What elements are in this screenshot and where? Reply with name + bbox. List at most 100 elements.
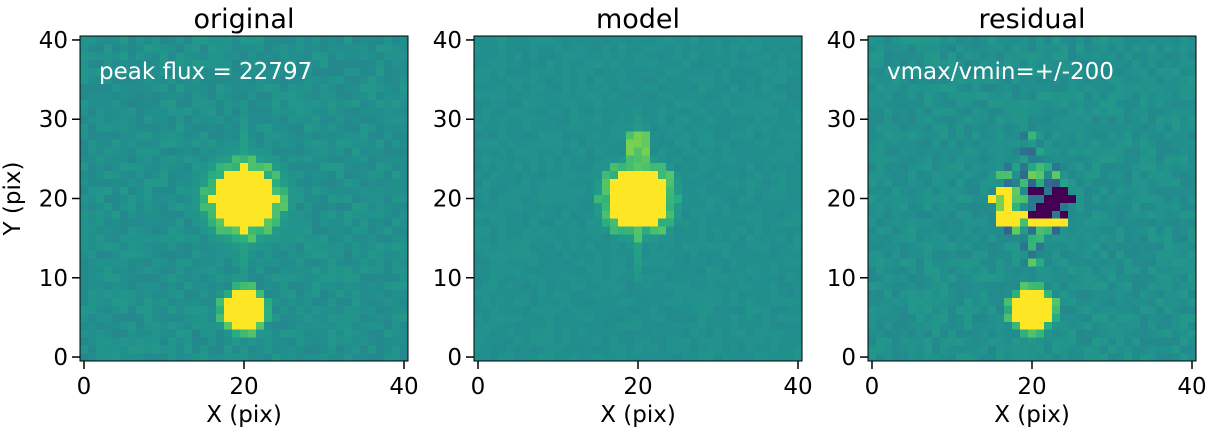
heatmap-cell [762, 353, 771, 362]
heatmap-cell [208, 139, 217, 148]
heatmap-cell [360, 297, 369, 306]
heatmap-cell [400, 123, 409, 132]
heatmap-cell [658, 91, 667, 100]
heatmap-cell [682, 170, 691, 180]
heatmap-cell [650, 146, 659, 156]
heatmap-cell [980, 257, 989, 267]
heatmap-cell [1004, 170, 1013, 180]
heatmap-cell [610, 91, 619, 100]
heatmap-cell [980, 321, 989, 330]
heatmap-cell [972, 289, 981, 298]
heatmap-cell [208, 75, 217, 84]
heatmap-cell [120, 67, 129, 77]
heatmap-cell [1156, 91, 1165, 100]
heatmap-cell [128, 115, 137, 124]
heatmap-cell [136, 313, 145, 322]
heatmap-cell [1084, 321, 1093, 330]
heatmap-cell [634, 75, 643, 84]
heatmap-cell [112, 321, 121, 330]
heatmap-cell [120, 345, 129, 354]
heatmap-cell [168, 83, 177, 92]
heatmap-cell [344, 242, 353, 251]
heatmap-cell [714, 67, 723, 77]
heatmap-cell [400, 162, 409, 172]
heatmap-cell [522, 186, 531, 195]
heatmap-cell [1164, 226, 1173, 235]
heatmap-cell [666, 257, 675, 267]
heatmap-cell [972, 226, 981, 235]
heatmap-cell [988, 115, 997, 124]
heatmap-cell [176, 321, 185, 330]
heatmap-cell [514, 43, 523, 53]
heatmap-cell [610, 345, 619, 354]
heatmap-cell [594, 337, 603, 346]
heatmap-cell [336, 289, 345, 298]
heatmap-cell [1004, 67, 1013, 77]
heatmap-cell [1100, 202, 1109, 211]
heatmap-cell [948, 115, 957, 124]
heatmap-cell [778, 178, 787, 188]
heatmap-cell [200, 154, 209, 164]
heatmap-cell [1108, 210, 1117, 219]
heatmap-cell [794, 43, 803, 53]
heatmap-cell [312, 43, 321, 53]
heatmap-cell [602, 36, 611, 45]
heatmap-cell [1068, 337, 1077, 346]
y-axis-label: Y (pix) [0, 162, 26, 237]
heatmap-cell [634, 337, 643, 346]
heatmap-cell [272, 210, 281, 219]
heatmap-cell [892, 297, 901, 306]
heatmap-cell [626, 194, 635, 203]
heatmap-cell [578, 353, 587, 362]
heatmap-cell [714, 273, 723, 283]
heatmap-cell [730, 131, 739, 140]
heatmap-cell [1148, 107, 1157, 116]
heatmap-cell [1116, 337, 1125, 346]
heatmap-cell [368, 273, 377, 283]
heatmap-cell [1164, 170, 1173, 180]
heatmap-cell [352, 91, 361, 100]
heatmap-cell [940, 194, 949, 203]
heatmap-cell [376, 123, 385, 132]
heatmap-cell [1044, 297, 1053, 306]
heatmap-cell [498, 353, 507, 362]
heatmap-cell [1092, 313, 1101, 322]
heatmap-cell [1124, 99, 1133, 108]
heatmap-cell [522, 257, 531, 267]
heatmap-cell [360, 281, 369, 291]
heatmap-cell [1108, 59, 1117, 69]
heatmap-cell [240, 305, 249, 314]
heatmap-cell [778, 281, 787, 291]
heatmap-cell [794, 273, 803, 283]
heatmap-cell [400, 186, 409, 195]
heatmap-cell [538, 139, 547, 148]
heatmap-cell [730, 99, 739, 108]
heatmap-cell [546, 123, 555, 132]
heatmap-cell [778, 154, 787, 164]
heatmap-cell [554, 99, 563, 108]
heatmap-cell [272, 91, 281, 100]
heatmap-cell [1028, 257, 1037, 267]
heatmap-cell [682, 154, 691, 164]
heatmap-cell [514, 289, 523, 298]
heatmap-cell [762, 345, 771, 354]
heatmap-cell [216, 115, 225, 124]
heatmap-cell [916, 154, 925, 164]
heatmap-cell [1124, 273, 1133, 283]
heatmap-cell [1156, 250, 1165, 259]
heatmap-cell [1036, 178, 1045, 188]
heatmap-cell [288, 353, 297, 362]
heatmap-cell [586, 345, 595, 354]
heatmap-cell [352, 59, 361, 69]
heatmap-cell [88, 226, 97, 235]
heatmap-cell [232, 75, 241, 84]
heatmap-cell [988, 273, 997, 283]
heatmap-cell [602, 91, 611, 100]
heatmap-cell [384, 265, 393, 275]
heatmap-cell [1140, 162, 1149, 172]
heatmap-cell [280, 123, 289, 132]
heatmap-cell [160, 123, 169, 132]
heatmap-cell [530, 83, 539, 92]
heatmap-cell [980, 51, 989, 61]
heatmap-cell [546, 242, 555, 251]
